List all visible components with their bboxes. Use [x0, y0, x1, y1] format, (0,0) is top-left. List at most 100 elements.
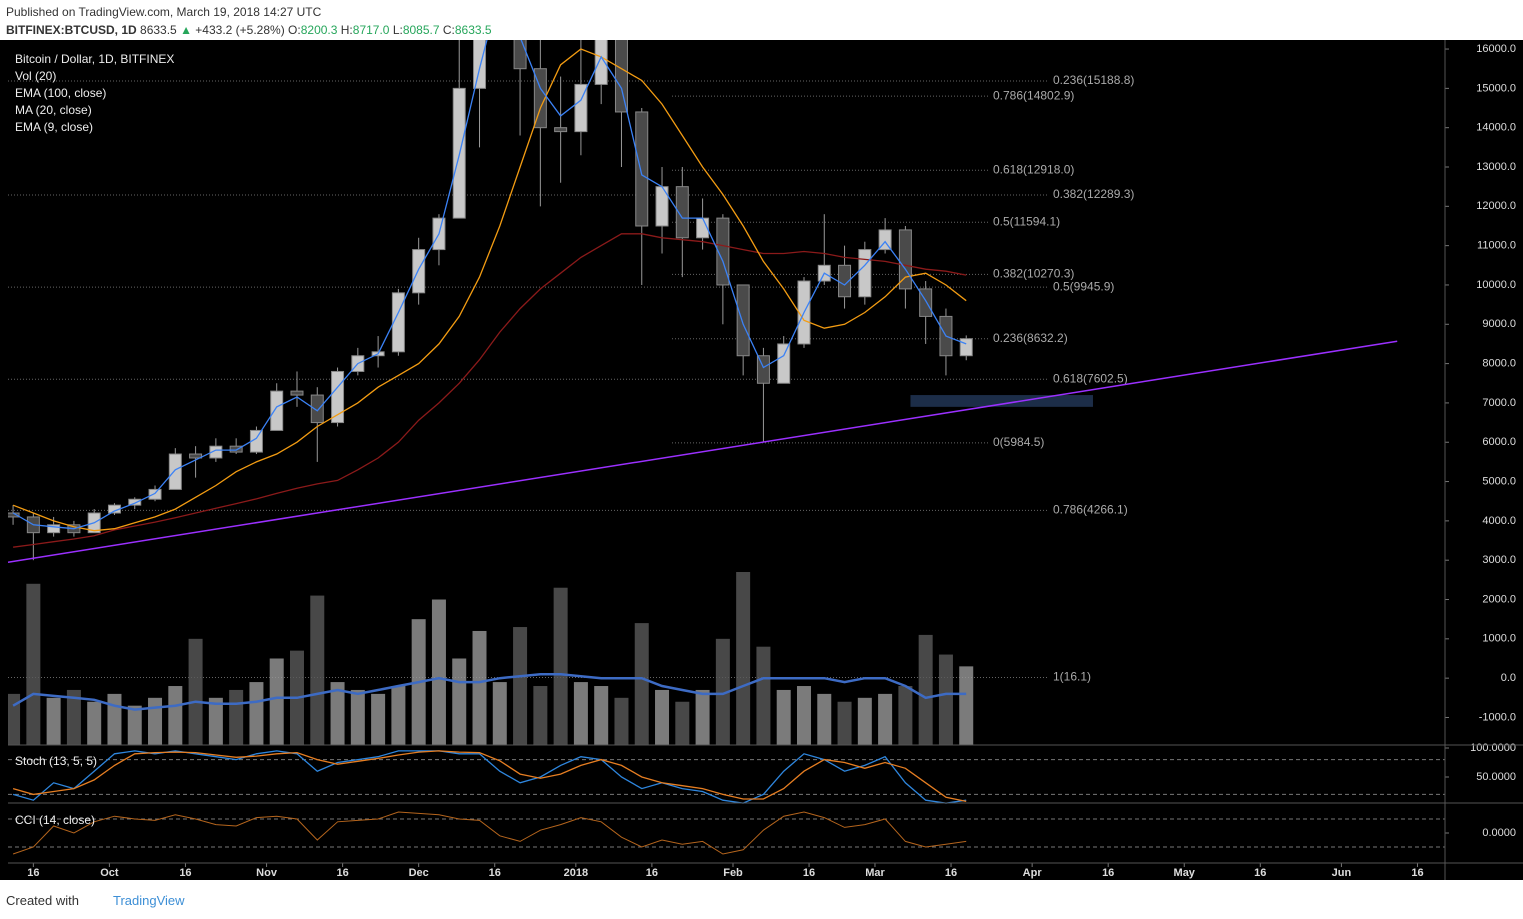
x-tick-label: 16 [646, 867, 658, 879]
volume-bar [776, 689, 791, 745]
fib-label: 0.618(12918.0) [993, 162, 1074, 176]
volume-bar [269, 658, 284, 745]
candle-body [229, 445, 243, 453]
x-tick-label: Oct [100, 867, 119, 879]
volume-bar [310, 595, 325, 745]
candle-body [614, 40, 628, 113]
x-tick-label: Apr [1023, 867, 1043, 879]
y-tick-label: 5000.0 [1482, 475, 1516, 487]
legend-entry: Bitcoin / Dollar, 1D, BITFINEX [15, 52, 174, 66]
change: +433.2 (+5.28%) [195, 23, 285, 37]
volume-bar [188, 638, 203, 745]
y-tick-label: 3000.0 [1482, 554, 1516, 566]
volume-bar [391, 686, 406, 745]
zone [910, 395, 1093, 407]
ohlc-key: O: [288, 23, 301, 37]
candle-body [554, 127, 568, 133]
x-tick-label: 16 [1254, 867, 1266, 879]
volume-bar [938, 654, 953, 745]
volume-bar [87, 701, 102, 745]
y-tick-label: 11000.0 [1477, 240, 1516, 252]
arrow: ▲ [180, 23, 192, 37]
volume-bar [756, 646, 771, 745]
candle-body [777, 343, 791, 384]
x-tick-label: 16 [1102, 867, 1114, 879]
y-tick-label: 100.0000 [1470, 742, 1516, 754]
y-tick-label: 2000.0 [1482, 593, 1516, 605]
ohlc: O:8200.3 H:8717.0 L:8085.7 C:8633.5 [288, 23, 492, 37]
volume-bar [127, 705, 142, 745]
volume-bar [878, 693, 893, 745]
candle-body [513, 40, 527, 70]
volume-bar [472, 630, 487, 745]
y-tick-label: 15000.0 [1476, 82, 1516, 94]
volume-bar [533, 686, 548, 745]
candle-body [716, 217, 730, 286]
volume-bar [168, 686, 183, 745]
volume-bar [817, 693, 832, 745]
volume-bar [675, 701, 690, 745]
axes: 16000.0 15000.0 14000.0 13000.0 12000.0 11000… [27, 43, 1516, 879]
fib-label: 0.618(7602.5) [1053, 371, 1128, 385]
volume-bar [857, 697, 872, 745]
pane-title: Stoch (13, 5, 5) [15, 754, 97, 768]
candle-body [168, 453, 182, 490]
moving-average [12, 48, 967, 532]
ohlc-value: 8717.0 [352, 23, 390, 37]
y-tick-label: 10000.0 [1476, 279, 1516, 291]
volume-bar [330, 682, 345, 745]
candle-body [189, 453, 203, 459]
y-tick-label: 8000.0 [1482, 358, 1516, 370]
candle-body [675, 186, 689, 239]
price-pane: 0.236(15188.8)0.382(12289.3)0.5(9945.9)0… [8, 40, 1398, 745]
candle-body [47, 524, 61, 534]
volume-bar [513, 627, 528, 745]
oscillator-panes: Stoch (13, 5, 5) CCI (14, close) [8, 750, 1445, 855]
fib-label: 0(5984.5) [993, 435, 1044, 449]
volume-bar [148, 697, 163, 745]
candle-body [736, 284, 750, 357]
fib-label: 0.5(11594.1) [993, 214, 1060, 228]
fib-label: 0.5(9945.9) [1053, 279, 1114, 293]
volume-bar [614, 697, 629, 745]
symbol-line: BITFINEX:BTCUSD, 1D 8633.5 ▲ +433.2 (+5.… [6, 21, 492, 39]
candle-body [128, 498, 142, 506]
candle-body [898, 229, 912, 290]
fib-label: 1(16.1) [1053, 670, 1091, 684]
candle-body [209, 445, 223, 459]
volume-bar [107, 693, 122, 745]
candle-body [310, 394, 324, 424]
candle-body [473, 40, 487, 89]
legend-entry: EMA (100, close) [15, 86, 106, 100]
x-tick-label: 2018 [564, 867, 588, 879]
ohlc-value: 8085.7 [402, 23, 440, 37]
volume-bar [634, 623, 649, 745]
trendline [8, 340, 1398, 563]
x-tick-label: Nov [256, 867, 278, 879]
stoch-k [12, 750, 967, 804]
x-tick-label: Jun [1332, 867, 1352, 879]
moving-average [12, 40, 967, 530]
y-tick-label: -1000.0 [1479, 711, 1516, 723]
volume-bar [715, 638, 730, 745]
last: 8633.5 [140, 23, 177, 37]
fib-label: 0.236(15188.8) [1053, 73, 1134, 87]
y-tick-label: 0.0000 [1482, 827, 1516, 839]
x-tick-label: Dec [409, 867, 429, 879]
volume-bar [695, 689, 710, 745]
y-tick-label: 0.0 [1501, 672, 1516, 684]
volume-bar [66, 689, 81, 745]
candle-body [270, 390, 284, 431]
volume-bar [837, 701, 852, 745]
volume-bar [229, 689, 244, 745]
volume-bar [655, 689, 670, 745]
y-tick-label: 14000.0 [1476, 122, 1516, 134]
volume-bar [431, 599, 446, 745]
volume-ma [12, 672, 967, 711]
candle-body [290, 390, 304, 396]
volume-bar [796, 686, 811, 745]
candle-body [412, 249, 426, 294]
footer: Created with TradingView [6, 893, 185, 908]
volume-bar [573, 682, 588, 745]
